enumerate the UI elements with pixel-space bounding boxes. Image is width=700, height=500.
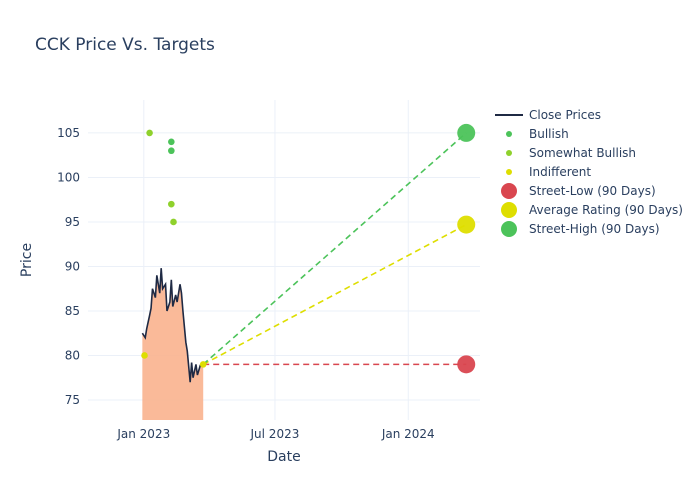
legend-marker-icon: [506, 169, 512, 175]
target-marker-street-low-days-: [457, 355, 476, 374]
chart-title: CCK Price Vs. Targets: [35, 35, 215, 55]
target-line-average-rating-days-: [202, 223, 467, 366]
x-axis-label: Date: [267, 449, 300, 465]
rating-point-bullish: [168, 147, 175, 155]
rating-point-somewhat-bullish: [146, 129, 153, 137]
legend: Close Prices Bullish Somewhat Bullish Indif…: [495, 108, 683, 237]
legend-marker-icon: [501, 221, 517, 237]
x-tick-label: Jul 2023: [250, 427, 300, 441]
y-tick-label: 90: [65, 259, 80, 273]
y-axis-label: Price: [19, 243, 35, 277]
legend-marker-icon: [506, 150, 512, 156]
legend-item-label: Street-High (90 Days): [529, 222, 660, 236]
rating-point-indifferent: [199, 361, 207, 368]
y-tick-label: 100: [57, 170, 80, 184]
legend-item-label: Indifferent: [529, 165, 591, 179]
y-tick-label: 75: [65, 393, 80, 407]
y-tick-label: 95: [65, 215, 80, 229]
x-tick-label: Jan 2023: [116, 427, 170, 441]
legend-item-label: Bullish: [529, 127, 569, 141]
y-tick-label: 105: [57, 126, 80, 140]
y-tick-label: 80: [65, 348, 80, 362]
rating-point-somewhat-bullish: [170, 218, 177, 226]
rating-point-indifferent: [141, 352, 148, 359]
legend-marker-icon: [501, 183, 517, 199]
legend-item-label: Close Prices: [529, 108, 601, 122]
target-marker-average-rating-days-: [457, 215, 476, 234]
legend-item-label: Street-Low (90 Days): [529, 184, 656, 198]
legend-marker-icon: [506, 131, 512, 137]
close-price-area: [142, 268, 204, 420]
target-marker-street-high-days-: [457, 123, 476, 142]
legend-item-label: Somewhat Bullish: [529, 146, 636, 160]
rating-point-somewhat-bullish: [168, 200, 175, 208]
close-price-line: [141, 268, 204, 383]
legend-item-label: Average Rating (90 Days): [529, 203, 683, 217]
rating-point-bullish: [168, 138, 175, 146]
y-tick-label: 85: [65, 304, 80, 318]
target-line-street-high-days-: [202, 132, 467, 365]
x-tick-label: Jan 2024: [381, 427, 435, 441]
legend-marker-icon: [501, 202, 517, 218]
